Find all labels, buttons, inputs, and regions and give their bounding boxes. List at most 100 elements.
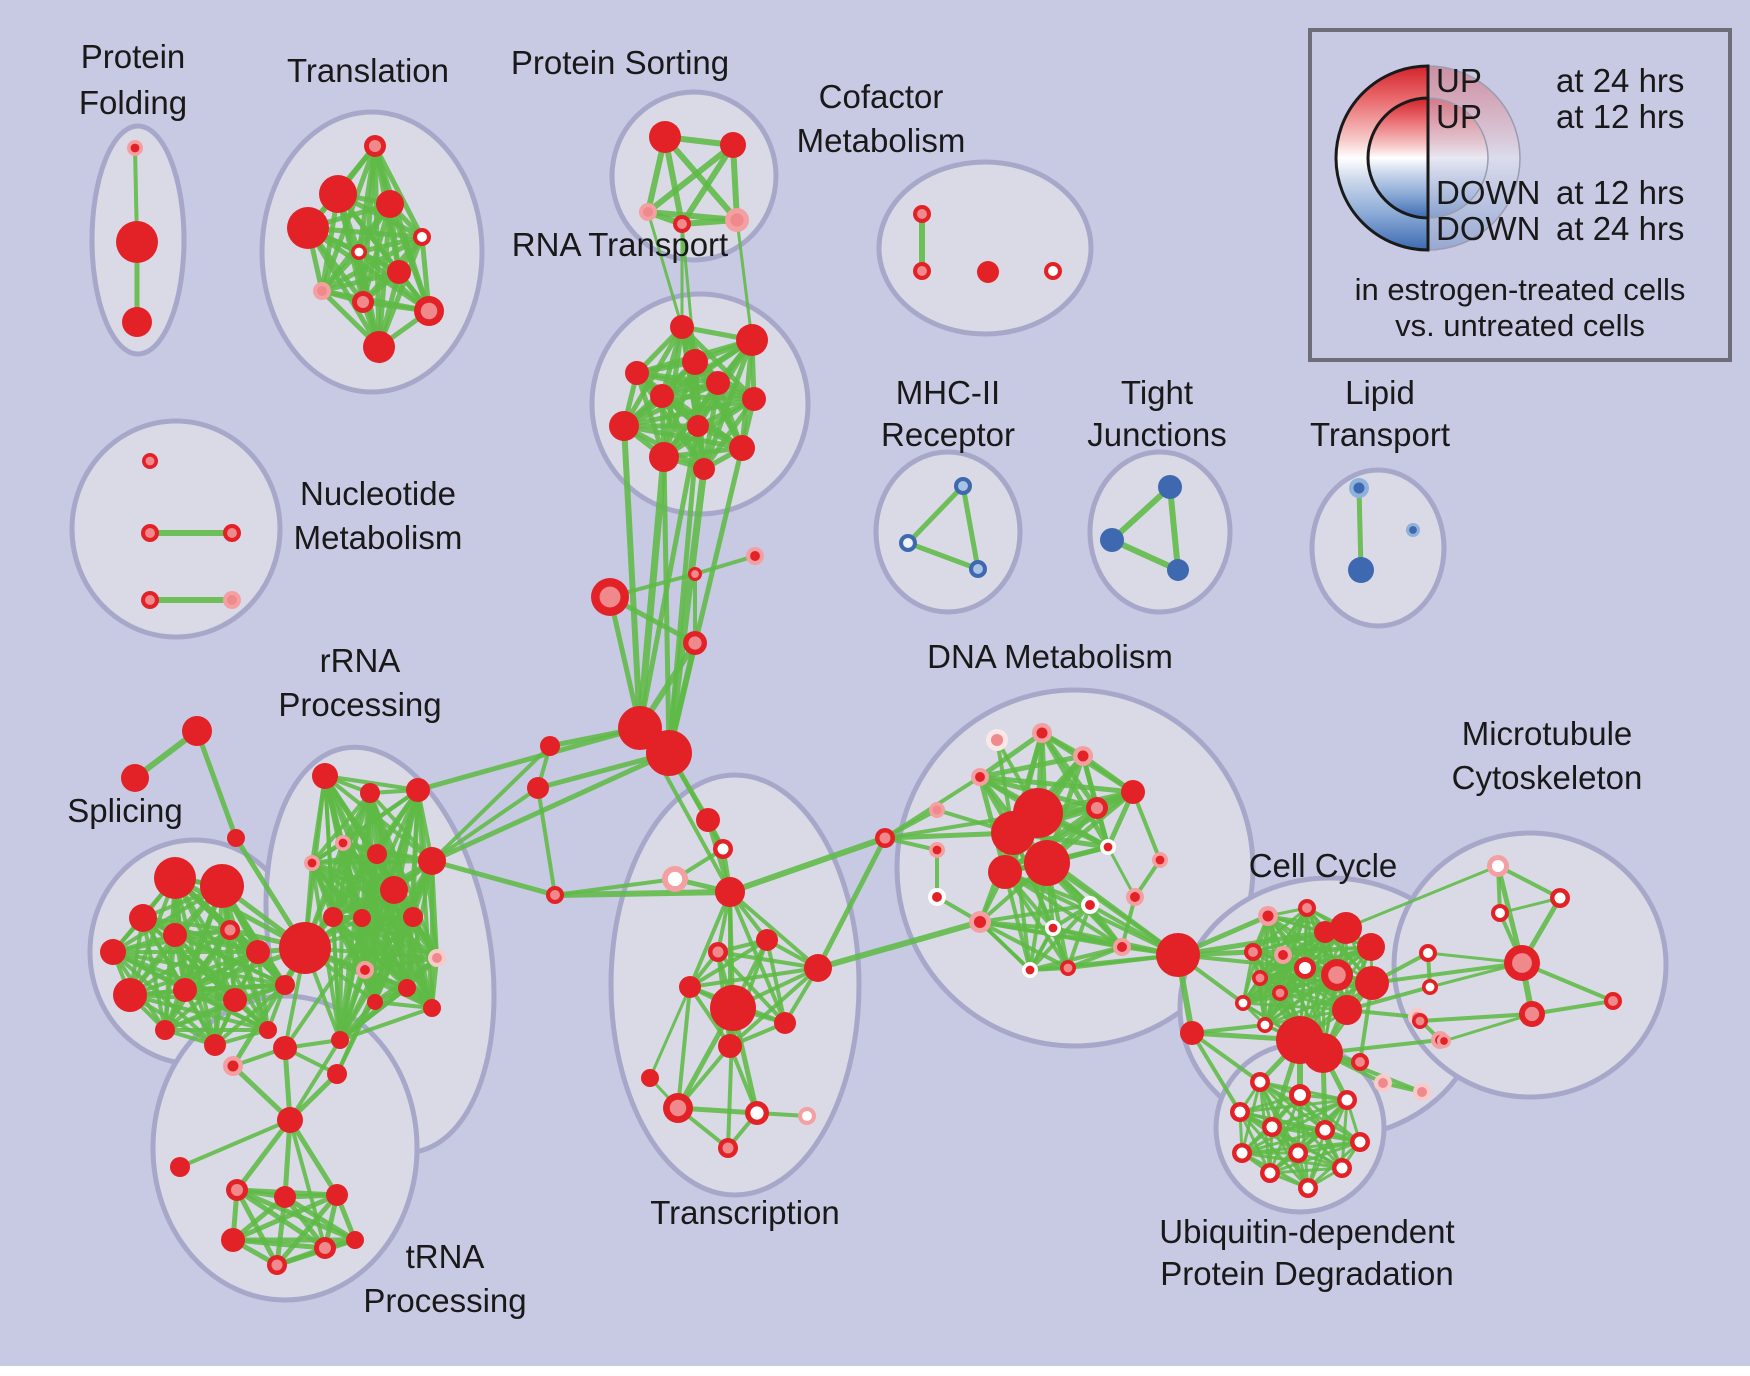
edge <box>621 396 757 429</box>
gene-node-core <box>810 960 826 976</box>
gene-node-core <box>743 331 761 349</box>
edge <box>978 920 1070 970</box>
gene-node-core <box>683 980 697 994</box>
edge <box>676 985 692 1110</box>
edge <box>648 985 692 1080</box>
gene-node-core <box>231 833 241 843</box>
gene-node-core <box>135 910 151 926</box>
gene-node-core <box>750 1106 764 1120</box>
edge <box>128 928 232 997</box>
gene-node-core <box>1363 939 1379 955</box>
gene-node-core <box>1048 266 1058 276</box>
gene-node-core <box>382 196 398 212</box>
edge <box>1109 484 1173 543</box>
edge <box>182 927 233 993</box>
gene-node-core <box>1048 923 1058 933</box>
edge <box>1003 870 1070 970</box>
edge <box>141 916 232 932</box>
edge <box>621 423 643 731</box>
gene-node-core <box>318 1241 332 1255</box>
edge <box>163 983 287 1032</box>
gene-node-core <box>1293 1088 1307 1102</box>
edge <box>1418 1012 1534 1023</box>
gene-node-core <box>1248 947 1258 957</box>
gene-node-core <box>879 832 891 844</box>
edge <box>977 753 1086 780</box>
cluster-label-protein-folding: Folding <box>79 84 187 121</box>
edge <box>960 483 981 572</box>
legend-up-24-time: at 24 hrs <box>1556 62 1684 99</box>
gene-node-core <box>667 871 683 887</box>
edge <box>1268 1166 1344 1175</box>
gene-node-core <box>1302 903 1312 913</box>
gene-node-core <box>271 1259 283 1271</box>
gene-node-core <box>1275 988 1285 998</box>
gene-node-core <box>1512 953 1532 973</box>
gene-node-core <box>802 1111 812 1121</box>
edge <box>645 142 736 215</box>
gene-node-core <box>1126 785 1140 799</box>
gene-node-core <box>1260 1020 1270 1030</box>
edge <box>338 841 345 1042</box>
gene-node-core <box>932 845 942 855</box>
gene-node-core <box>224 924 236 936</box>
nodes <box>100 121 1622 1275</box>
gene-node-core <box>386 882 402 898</box>
edge <box>905 483 966 546</box>
gene-node-core <box>1234 1106 1246 1118</box>
gene-node-core <box>1415 1016 1425 1026</box>
gene-node-core <box>721 883 739 901</box>
cluster-label-trna-processing: Processing <box>363 1282 526 1319</box>
edge <box>323 774 420 792</box>
edge <box>688 966 820 989</box>
edge <box>636 453 668 732</box>
cluster-label-microtubule-cytoskeleton: Microtubule <box>1462 715 1633 752</box>
gene-node-core <box>675 320 689 334</box>
gene-node-core <box>990 733 1004 747</box>
gene-node-core <box>1341 1094 1353 1106</box>
gene-node-core <box>1336 1162 1348 1174</box>
edge <box>662 134 740 223</box>
edge <box>1190 1031 1242 1114</box>
gene-node-core <box>424 853 440 869</box>
cluster-label-rrna-processing: rRNA <box>320 642 401 679</box>
gene-node-core <box>531 781 545 795</box>
gene-node-core <box>188 722 206 740</box>
gene-node-core <box>1354 1136 1366 1148</box>
gene-node-core <box>251 945 265 959</box>
edge <box>178 1118 292 1169</box>
cluster-ellipse-tight-junctions <box>1087 449 1233 615</box>
edge <box>607 594 643 731</box>
gene-node-core <box>1105 533 1119 547</box>
edge <box>331 852 379 919</box>
gene-node-core <box>1355 1057 1365 1067</box>
gene-node-core <box>1034 850 1060 876</box>
cluster-label-protein-folding: Protein <box>81 38 186 75</box>
edge <box>372 143 425 240</box>
gene-node-core <box>1328 966 1346 984</box>
gene-node-core <box>691 570 699 578</box>
edge <box>1251 906 1309 954</box>
edge <box>194 728 239 841</box>
cluster-label-nucleotide-metabolism: Metabolism <box>294 519 463 556</box>
edge <box>716 950 787 1025</box>
gene-node-core <box>975 772 985 782</box>
gene-node-core <box>1417 1087 1427 1097</box>
edge <box>338 986 409 1042</box>
gene-node-core <box>734 440 750 456</box>
gene-node-core <box>128 313 146 331</box>
glyph-inner-right-half <box>1427 97 1489 219</box>
cluster-ellipse-mhc-ii-receptor <box>873 449 1023 615</box>
gene-node-core <box>711 376 725 390</box>
cluster-label-tight-junctions: Tight <box>1121 374 1193 411</box>
edge <box>661 454 672 756</box>
cluster-label-lipid-transport: Lipid <box>1345 374 1415 411</box>
edge <box>728 966 820 1048</box>
edge <box>1241 1001 1349 1012</box>
gene-node-core <box>1491 859 1505 873</box>
gene-node-core <box>1171 563 1185 577</box>
glyph-inner-left-half <box>1366 96 1430 220</box>
gene-node-core <box>750 551 760 561</box>
gene-node-core <box>130 143 140 153</box>
cluster-label-transcription: Transcription <box>650 1194 840 1231</box>
